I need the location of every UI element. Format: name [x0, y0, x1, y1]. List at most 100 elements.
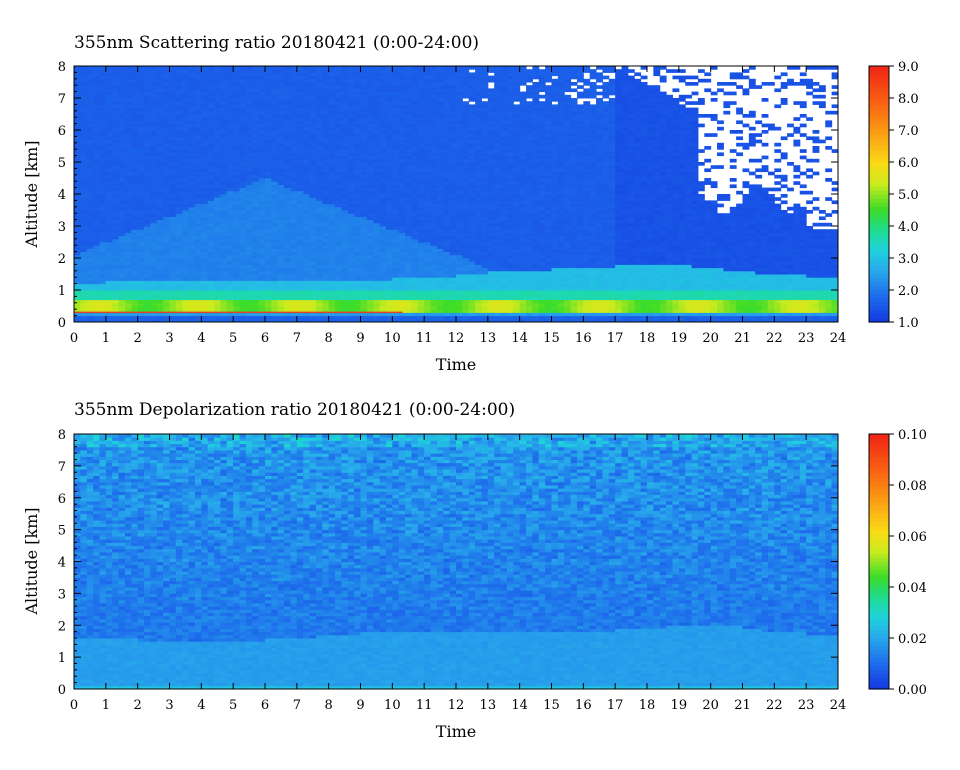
heatmap-cell [252, 174, 260, 179]
heatmap-cell [322, 251, 330, 256]
heatmap-cell [131, 226, 139, 230]
heatmap-cell [131, 197, 139, 201]
heatmap-cell [366, 110, 374, 115]
heatmap-cell [462, 315, 470, 320]
heatmap-cell [124, 238, 132, 243]
heatmap-cell [341, 194, 349, 198]
heatmap-cell [449, 82, 457, 86]
heatmap-cell [417, 306, 425, 310]
heatmap-cell [436, 238, 444, 243]
heatmap-cell [80, 264, 88, 269]
heatmap-cell [436, 158, 444, 163]
heatmap-cell [93, 245, 100, 249]
heatmap-cell [201, 200, 209, 205]
heatmap-cell [462, 120, 470, 125]
heatmap-cell [144, 82, 151, 86]
heatmap-cell [239, 232, 247, 237]
heatmap-cell [411, 229, 419, 233]
heatmap-cell [341, 280, 349, 285]
heatmap-cell [112, 226, 120, 230]
heatmap-cell [99, 277, 107, 281]
heatmap-cell [296, 251, 304, 256]
heatmap-cell [284, 226, 291, 230]
heatmap-cell [443, 248, 451, 253]
heatmap-cell [303, 88, 311, 93]
heatmap-cell [347, 267, 355, 272]
heatmap-cell [226, 82, 234, 86]
heatmap-cell [182, 290, 190, 294]
heatmap-cell [405, 270, 412, 275]
heatmap-cell [271, 174, 279, 179]
heatmap-cell [169, 258, 177, 262]
heatmap-cell [80, 101, 88, 105]
heatmap-cell [296, 126, 304, 131]
heatmap-cell [309, 94, 317, 99]
heatmap-cell [194, 315, 202, 320]
heatmap-cell [265, 194, 272, 198]
heatmap-cell [398, 235, 406, 240]
heatmap-cell [373, 296, 381, 301]
heatmap-cell [245, 242, 253, 246]
heatmap-cell [245, 165, 253, 169]
heatmap-cell [424, 117, 432, 121]
heatmap-cell [245, 299, 253, 304]
heatmap-cell [315, 104, 323, 109]
heatmap-cell [303, 82, 311, 86]
heatmap-cell [424, 82, 432, 86]
heatmap-cell [214, 174, 221, 179]
heatmap-cell [354, 149, 361, 153]
heatmap-cell [347, 251, 355, 256]
heatmap-cell [322, 168, 330, 173]
heatmap-cell [373, 299, 381, 304]
heatmap-cell [207, 286, 215, 291]
heatmap-cell [124, 306, 132, 310]
heatmap-cell [449, 258, 457, 262]
heatmap-cell [207, 203, 215, 208]
heatmap-cell [411, 171, 419, 176]
heatmap-cell [296, 130, 304, 134]
heatmap-cell [417, 171, 425, 176]
heatmap-cell [296, 114, 304, 118]
heatmap-cell [220, 155, 228, 160]
heatmap-cell [80, 107, 88, 112]
heatmap-cell [366, 222, 374, 227]
heatmap-cell [194, 66, 202, 70]
heatmap-cell [303, 232, 311, 237]
heatmap-cell [175, 286, 183, 291]
heatmap-cell [315, 101, 323, 105]
heatmap-cell [156, 194, 164, 198]
heatmap-cell [360, 181, 368, 185]
heatmap-cell [169, 200, 177, 205]
heatmap-cell [411, 242, 419, 246]
heatmap-cell [105, 181, 113, 185]
heatmap-cell [258, 181, 266, 185]
heatmap-cell [462, 85, 470, 89]
heatmap-cell [93, 290, 100, 294]
heatmap-cell [430, 296, 438, 301]
heatmap-cell [74, 120, 81, 125]
heatmap-cell [201, 85, 209, 89]
heatmap-cell [468, 248, 476, 253]
heatmap-cell [144, 136, 151, 141]
heatmap-cell [131, 216, 139, 221]
heatmap-cell [392, 123, 400, 128]
heatmap-cell [245, 203, 253, 208]
heatmap-cell [99, 171, 107, 176]
heatmap-cell [124, 149, 132, 153]
heatmap-cell [258, 197, 266, 201]
heatmap-cell [201, 190, 209, 195]
heatmap-cell [315, 155, 323, 160]
heatmap-cell [341, 85, 349, 89]
heatmap-cell [150, 283, 158, 288]
heatmap-cell [169, 261, 177, 265]
heatmap-cell [430, 226, 438, 230]
heatmap-cell [93, 283, 100, 288]
heatmap-cell [379, 146, 387, 150]
heatmap-cell [360, 296, 368, 301]
heatmap-cell [417, 184, 425, 189]
heatmap-cell [456, 226, 463, 230]
heatmap-cell [417, 194, 425, 198]
heatmap-cell [239, 181, 247, 185]
heatmap-cell [258, 72, 266, 77]
heatmap-cell [373, 254, 381, 259]
